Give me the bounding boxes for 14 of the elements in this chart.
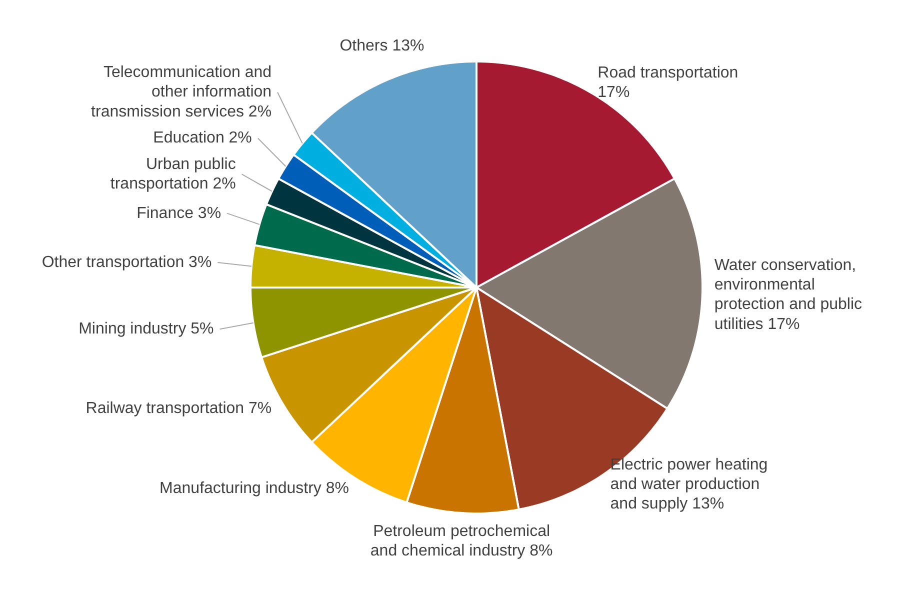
slice-label: Finance 3%: [136, 204, 222, 222]
slice-label: Road transportation: [598, 64, 738, 82]
slice-label: Railway transportation 7%: [86, 400, 272, 418]
slice-label: Mining industry 5%: [78, 320, 214, 338]
slice-label: Petroleum petrochemical and chemical industry 8%: [370, 522, 553, 560]
slice-label: Urban public transportation 2%: [110, 156, 236, 193]
slice-label: Other transportation 3%: [42, 254, 212, 271]
slice-label: Manufacturing industry 8%: [160, 480, 349, 497]
slice-label: Water conservation, environmental protection and public utilities 17%: [714, 257, 862, 333]
slice-label: Education 2%: [153, 130, 252, 147]
slice-label: Others 13%: [340, 38, 424, 55]
slice-label: Telecommunication and other information transmission services 2%: [91, 64, 272, 120]
data-label: 17%: [598, 84, 630, 101]
slice-label: Electric power heating and water production and supply 13%: [610, 456, 768, 512]
